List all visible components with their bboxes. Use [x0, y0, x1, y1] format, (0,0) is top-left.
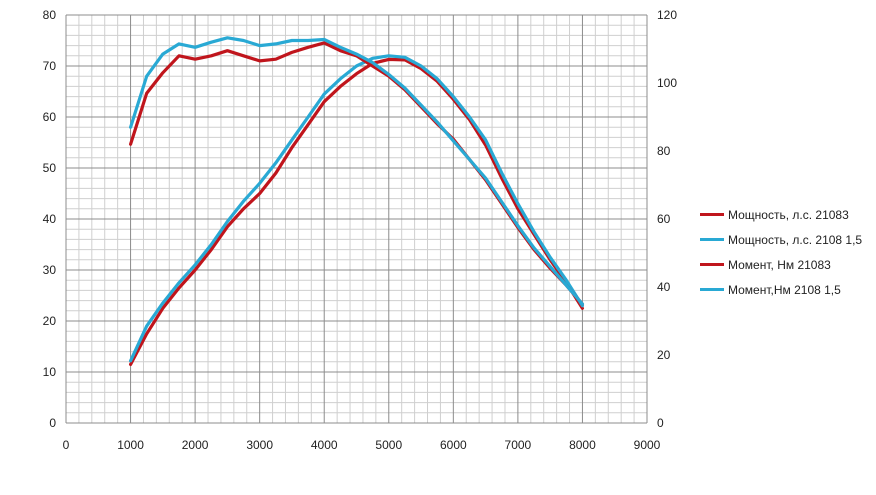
left-y-tick-label: 10: [43, 365, 57, 379]
legend-swatch: [700, 238, 724, 241]
series-line-1: [129, 57, 584, 366]
legend-swatch: [700, 288, 724, 291]
series-lines: [129, 36, 584, 366]
left-y-tick-label: 30: [43, 263, 57, 277]
x-axis-tick-labels: 0 1000 2000 3000 4000 5000 6000 7000 8000 9000: [63, 438, 661, 452]
legend-label: Мощность, л.с. 21083: [728, 207, 849, 222]
x-tick-label: 9000: [634, 438, 661, 452]
right-y-tick-label: 40: [657, 280, 671, 294]
left-y-tick-label: 0: [49, 416, 56, 430]
legend-item-power-21083: Мощность, л.с. 21083: [700, 202, 862, 227]
series-line-4: [129, 36, 584, 306]
legend: Мощность, л.с. 21083 Мощность, л.с. 2108…: [700, 202, 862, 302]
right-y-tick-label: 80: [657, 144, 671, 158]
right-y-axis-tick-labels: 0 20 40 60 80 100 120: [657, 8, 677, 430]
x-tick-label: 1000: [117, 438, 144, 452]
left-y-tick-label: 40: [43, 212, 57, 226]
right-y-tick-label: 0: [657, 416, 664, 430]
series-line-2: [129, 54, 584, 363]
legend-swatch: [700, 263, 724, 266]
right-y-tick-label: 100: [657, 76, 677, 90]
x-tick-label: 8000: [569, 438, 596, 452]
x-tick-label: 7000: [505, 438, 532, 452]
left-y-tick-label: 60: [43, 110, 57, 124]
right-y-tick-label: 60: [657, 212, 671, 226]
x-tick-label: 6000: [440, 438, 467, 452]
legend-item-power-2108: Мощность, л.с. 2108 1,5: [700, 227, 862, 252]
legend-label: Момент,Нм 2108 1,5: [728, 282, 841, 297]
major-gridlines: [65, 14, 648, 424]
left-y-tick-label: 20: [43, 314, 57, 328]
x-tick-label: 2000: [182, 438, 209, 452]
left-y-axis-tick-labels: 0 10 20 30 40 50 60 70 80: [43, 8, 57, 430]
x-tick-label: 5000: [375, 438, 402, 452]
left-y-tick-label: 70: [43, 59, 57, 73]
x-tick-label: 3000: [246, 438, 273, 452]
legend-label: Мощность, л.с. 2108 1,5: [728, 232, 863, 247]
left-y-tick-label: 50: [43, 161, 57, 175]
legend-label: Момент, Нм 21083: [728, 257, 831, 272]
x-tick-label: 0: [63, 438, 70, 452]
right-y-tick-label: 120: [657, 8, 677, 22]
left-y-tick-label: 80: [43, 8, 57, 22]
legend-item-torque-21083: Момент, Нм 21083: [700, 252, 862, 277]
legend-swatch: [700, 213, 724, 216]
right-y-tick-label: 20: [657, 348, 671, 362]
x-tick-label: 4000: [311, 438, 338, 452]
legend-item-torque-2108: Момент,Нм 2108 1,5: [700, 277, 862, 302]
